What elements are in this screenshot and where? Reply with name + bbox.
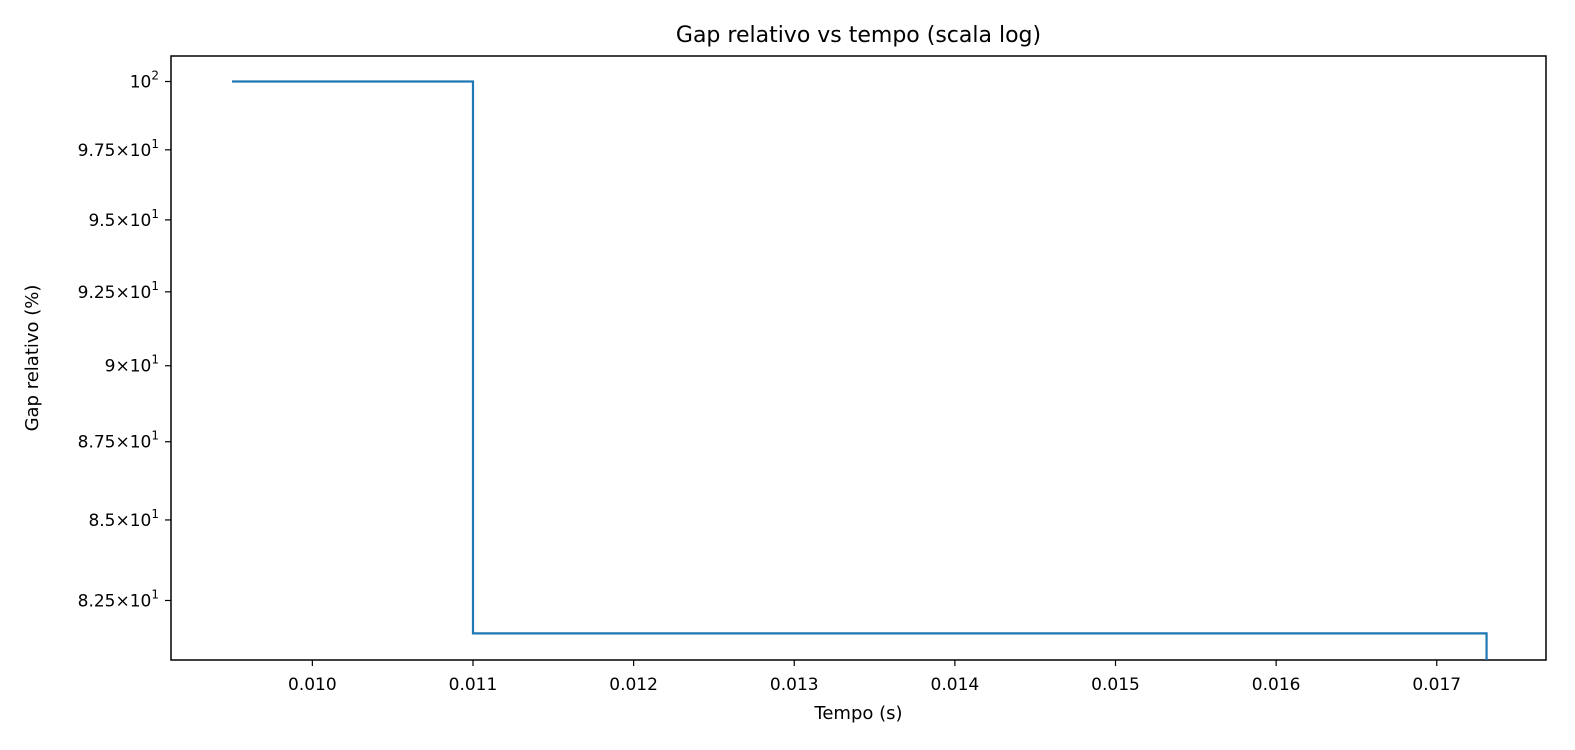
x-axis: 0.010 0.011 0.012 0.013 0.014 0.015 0.016 0.017 xyxy=(288,660,1461,695)
x-tick-label: 0.013 xyxy=(770,675,819,695)
y-tick-label: 9.75×101 xyxy=(78,137,159,161)
x-tick-label: 0.014 xyxy=(931,675,980,695)
chart-title: Gap relativo vs tempo (scala log) xyxy=(676,23,1041,48)
series-line-gap xyxy=(232,82,1487,660)
y-tick-label: 9.25×101 xyxy=(78,279,159,303)
x-tick-label: 0.012 xyxy=(609,675,658,695)
y-axis-label: Gap relativo (%) xyxy=(22,285,43,432)
y-axis: 102 9.75×101 9.5×101 9.25×101 9×101 8.75×101 8… xyxy=(78,69,171,612)
y-tick-label: 9.5×101 xyxy=(88,207,159,231)
x-axis-label: Tempo (s) xyxy=(813,703,902,724)
x-tick-label: 0.017 xyxy=(1412,675,1461,695)
y-tick-label: 8.5×101 xyxy=(88,507,159,531)
y-tick-label: 102 xyxy=(130,69,159,93)
x-tick-label: 0.015 xyxy=(1091,675,1140,695)
x-tick-label: 0.016 xyxy=(1252,675,1301,695)
y-tick-label: 8.75×101 xyxy=(78,429,159,453)
y-tick-label: 9×101 xyxy=(105,353,159,377)
y-tick-label: 8.25×101 xyxy=(78,587,159,611)
x-tick-label: 0.010 xyxy=(288,675,337,695)
x-tick-label: 0.011 xyxy=(449,675,498,695)
plot-area xyxy=(171,56,1546,660)
